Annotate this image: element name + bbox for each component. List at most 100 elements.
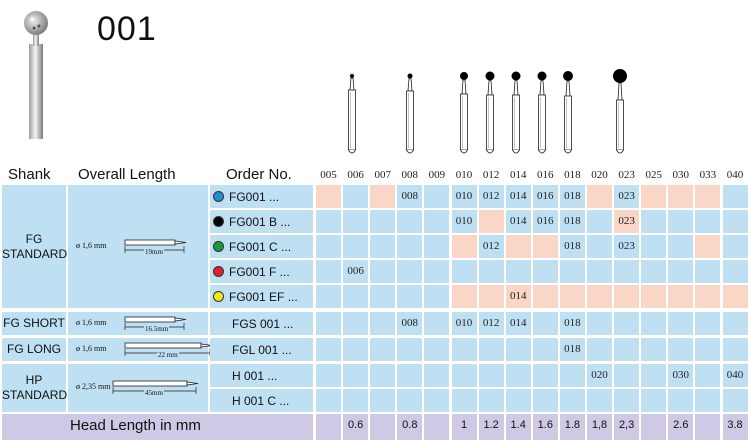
- size-cell: [695, 235, 721, 258]
- size-cell: [343, 312, 369, 335]
- size-value: 016: [537, 190, 554, 202]
- size-cell: [316, 285, 342, 308]
- length-label-fg_standard: 19mm: [144, 247, 164, 256]
- size-header-030: 030: [672, 169, 690, 181]
- size-cell: [668, 285, 694, 308]
- size-cell: [316, 235, 342, 258]
- color-dot-icon: [213, 191, 224, 202]
- head-length-cell: [397, 414, 423, 440]
- size-cell: [343, 210, 369, 233]
- size-cell: [397, 312, 423, 335]
- head-length-value: 1.6: [537, 419, 553, 431]
- size-value: 014: [509, 317, 527, 329]
- size-cell: [343, 338, 369, 361]
- size-cell: [722, 185, 748, 208]
- size-cell: [451, 312, 477, 335]
- size-cell: [532, 235, 558, 258]
- size-value: 012: [482, 190, 500, 202]
- size-value: 018: [564, 317, 581, 329]
- size-cell: [478, 364, 504, 387]
- size-cell: [641, 185, 667, 208]
- size-header-020: 020: [591, 169, 608, 181]
- size-header-005: 005: [320, 169, 337, 181]
- length-label-fg_long: 22 mm: [157, 350, 179, 359]
- size-cell: [370, 285, 396, 308]
- size-cell: [559, 260, 585, 283]
- size-cell: [614, 285, 640, 308]
- size-cell: [668, 338, 694, 361]
- size-cell: [532, 364, 558, 387]
- size-header-012: 012: [482, 169, 500, 181]
- size-cell: [451, 338, 477, 361]
- size-cell: [587, 210, 613, 233]
- size-cell: [587, 185, 613, 208]
- order-number: FGS 001 ...: [232, 317, 294, 331]
- size-cell: [614, 210, 640, 233]
- size-cell: [370, 260, 396, 283]
- size-cell: [343, 235, 369, 258]
- size-cell: [343, 260, 369, 283]
- order-cell: [210, 285, 313, 308]
- head-length-cell: [641, 414, 667, 440]
- size-cell: [370, 389, 396, 412]
- size-cell: [722, 285, 748, 308]
- head-length-value: 0.8: [402, 419, 418, 431]
- size-cell: [532, 285, 558, 308]
- shank-header: Shank: [8, 166, 51, 183]
- head-length-cell: [587, 414, 613, 440]
- size-cell: [424, 260, 450, 283]
- size-cell: [424, 235, 450, 258]
- size-cell: [695, 312, 721, 335]
- size-cell: [668, 260, 694, 283]
- size-cell: [343, 364, 369, 387]
- order-cell: [210, 235, 313, 258]
- size-cell: [370, 338, 396, 361]
- size-cell: [614, 338, 640, 361]
- diameter-label-fg_long: ø 1,6 mm: [76, 343, 107, 353]
- size-cell: [451, 260, 477, 283]
- color-dot-icon: [213, 266, 224, 277]
- head-length-value: 2,3: [618, 419, 635, 431]
- size-cell: [641, 260, 667, 283]
- head-length-value: 1.2: [483, 419, 499, 431]
- size-cell: [316, 260, 342, 283]
- size-cell: [478, 389, 504, 412]
- size-cell: [614, 364, 640, 387]
- size-cell: [451, 364, 477, 387]
- size-cell: [695, 389, 721, 412]
- head-length-cell: [668, 414, 694, 440]
- size-value: 023: [618, 215, 635, 227]
- size-value: 018: [564, 240, 581, 252]
- order-cell: [210, 312, 313, 335]
- size-cell: [424, 338, 450, 361]
- size-cell: [397, 185, 423, 208]
- size-cell: [668, 210, 694, 233]
- color-dot-icon: [213, 291, 224, 302]
- head-length-label-cell: [2, 414, 313, 440]
- size-cell: [397, 235, 423, 258]
- size-value: 030: [672, 369, 690, 381]
- size-cell: [559, 364, 585, 387]
- size-cell: [505, 235, 531, 258]
- size-header-010: 010: [455, 169, 473, 181]
- size-cell: [722, 312, 748, 335]
- shank-label-fg_short: FG SHORT: [3, 315, 65, 330]
- size-cell: [343, 389, 369, 412]
- size-cell: [614, 185, 640, 208]
- order-number: H 001 ...: [232, 369, 278, 383]
- head-length-value: 1.8: [564, 419, 581, 431]
- size-header-008: 008: [401, 169, 419, 181]
- size-cell: [695, 260, 721, 283]
- size-cell: [316, 338, 342, 361]
- size-cell: [478, 235, 504, 258]
- size-cell: [695, 285, 721, 308]
- order-no-header: Order No.: [226, 166, 292, 183]
- size-cell: [587, 312, 613, 335]
- head-length-value: 1: [460, 419, 468, 431]
- size-cell: [668, 235, 694, 258]
- size-cell: [614, 389, 640, 412]
- size-header-006: 006: [347, 169, 364, 181]
- size-cell: [397, 338, 423, 361]
- size-cell: [424, 210, 450, 233]
- order-cell: [210, 185, 313, 208]
